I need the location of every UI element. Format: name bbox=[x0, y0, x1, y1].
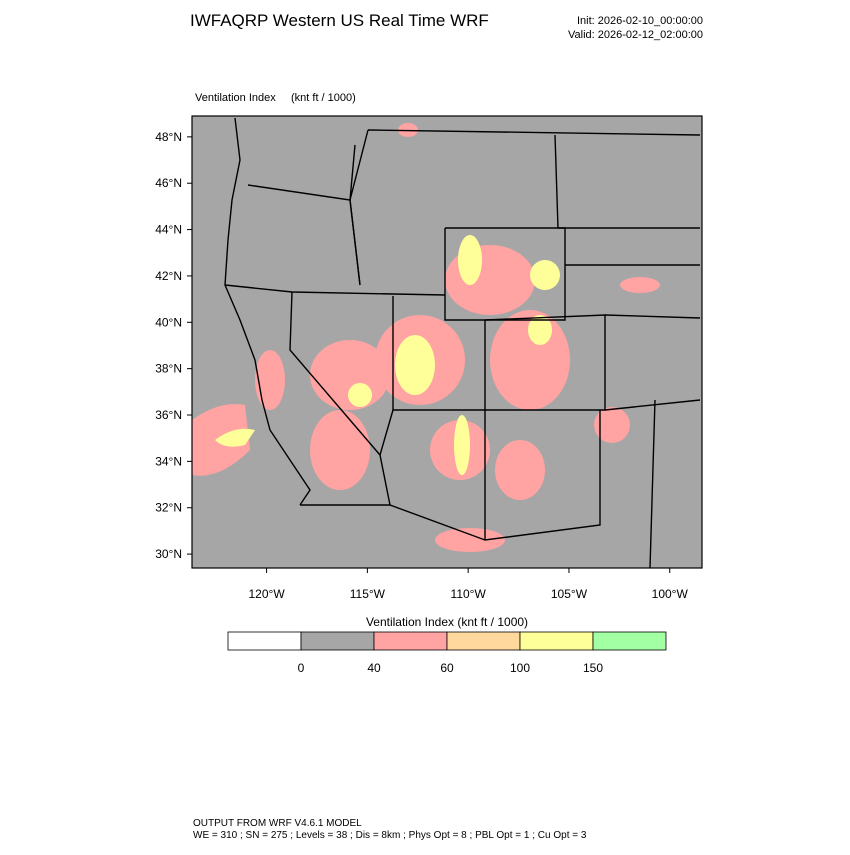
y-tick-label: 30°N bbox=[155, 547, 182, 561]
colorbar-label: 0 bbox=[298, 661, 305, 675]
field-pink bbox=[192, 123, 660, 552]
colorbar-title: Ventilation Index (knt ft / 1000) bbox=[366, 615, 528, 629]
map-label: Ventilation Index bbox=[195, 92, 276, 104]
y-tick-label: 46°N bbox=[155, 176, 182, 190]
footer-line: WE = 310 ; SN = 275 ; Levels = 38 ; Dis … bbox=[193, 830, 587, 841]
map-units: (knt ft / 1000) bbox=[291, 92, 356, 104]
y-tick-label: 34°N bbox=[155, 454, 182, 468]
colorbar-label: 100 bbox=[510, 661, 530, 675]
y-tick-label: 40°N bbox=[155, 315, 182, 329]
colorbar-label: 60 bbox=[440, 661, 454, 675]
colorbar-box bbox=[519, 631, 594, 651]
x-tick-label: 120°W bbox=[249, 587, 286, 601]
x-tick-label: 105°W bbox=[551, 587, 588, 601]
y-tick-label: 42°N bbox=[155, 269, 182, 283]
colorbar-label: 40 bbox=[367, 661, 381, 675]
y-tick-label: 38°N bbox=[155, 362, 182, 376]
x-tick-label: 110°W bbox=[451, 587, 487, 601]
colorbar-box bbox=[592, 631, 667, 651]
init-time: Init: 2026-02-10_00:00:00 bbox=[577, 15, 703, 27]
colorbar-box bbox=[300, 631, 375, 651]
valid-time: Valid: 2026-02-12_02:00:00 bbox=[568, 29, 703, 41]
state-borders bbox=[224, 117, 701, 569]
footer-line: OUTPUT FROM WRF V4.6.1 MODEL bbox=[193, 818, 362, 829]
y-tick-label: 44°N bbox=[155, 223, 182, 237]
map bbox=[191, 115, 703, 569]
x-tick-label: 115°W bbox=[350, 587, 386, 601]
colorbar-box bbox=[373, 631, 448, 651]
y-tick-label: 48°N bbox=[155, 130, 182, 144]
colorbar-box bbox=[227, 631, 302, 651]
colorbar: 0 40 60 100 150 bbox=[227, 631, 667, 675]
colorbar-box bbox=[446, 631, 521, 651]
axes: 120°W 115°W 110°W 105°W 100°W 30°N 32°N 34°N 36°… bbox=[155, 130, 688, 601]
y-tick-label: 32°N bbox=[155, 501, 182, 515]
field-yellow bbox=[215, 235, 560, 475]
y-tick-label: 36°N bbox=[155, 408, 182, 422]
title: IWFAQRP Western US Real Time WRF bbox=[190, 11, 489, 30]
x-tick-label: 100°W bbox=[652, 587, 689, 601]
colorbar-label: 150 bbox=[583, 661, 603, 675]
map-frame bbox=[191, 115, 703, 569]
